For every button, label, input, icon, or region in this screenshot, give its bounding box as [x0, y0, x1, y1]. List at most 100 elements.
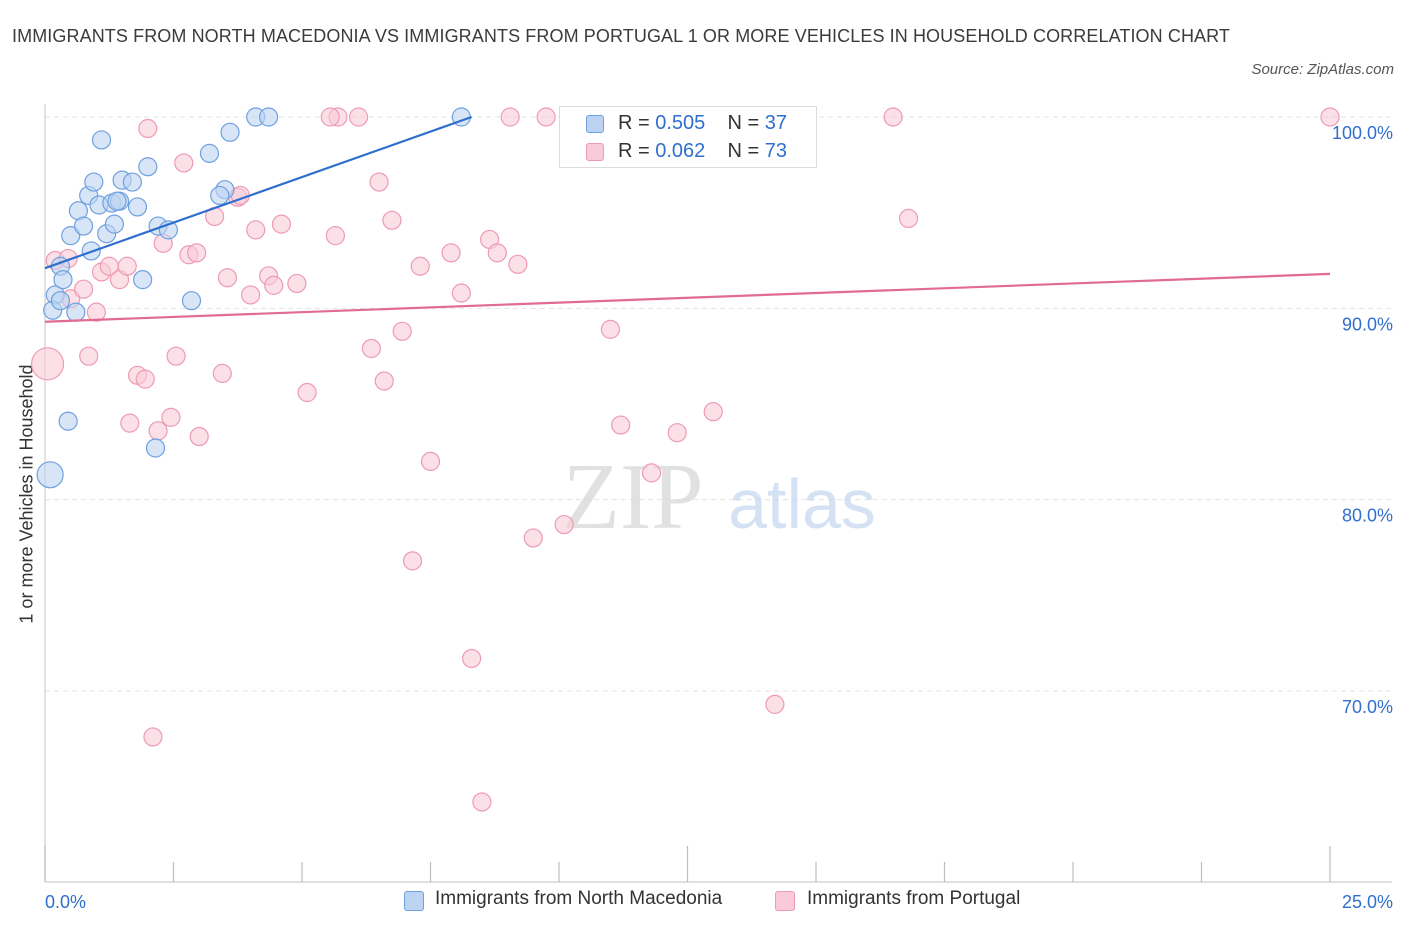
data-point — [392, 321, 412, 341]
data-point — [84, 172, 104, 192]
data-point — [143, 727, 163, 747]
data-point — [374, 371, 394, 391]
x-tick-label-min: 0.0% — [45, 892, 86, 912]
data-point — [883, 107, 903, 127]
y-tick-label: 70.0% — [1342, 697, 1393, 717]
y-tick-label: 80.0% — [1342, 506, 1393, 526]
data-point — [107, 191, 127, 211]
data-point — [217, 268, 238, 288]
trend-lines — [44, 115, 1331, 323]
r-value-portugal: 0.062 — [655, 140, 706, 162]
data-point — [73, 279, 94, 299]
data-point — [765, 694, 785, 714]
data-point — [348, 107, 369, 127]
data-point — [91, 130, 112, 150]
data-point — [271, 214, 292, 234]
data-point — [86, 302, 107, 322]
data-point — [174, 153, 194, 173]
data-point — [241, 285, 261, 305]
r-label: R = — [618, 112, 656, 134]
data-point — [58, 411, 78, 431]
data-point — [246, 220, 266, 240]
y-tick-labels: 100.0% 90.0% 80.0% 70.0% — [1332, 123, 1393, 717]
stats-legend: R = 0.505 N = 37 R = 0.062 N = 73 — [559, 106, 817, 168]
n-value-macedonia: 37 — [764, 112, 788, 134]
data-point — [703, 402, 723, 422]
n-label: N = — [727, 112, 765, 134]
data-point — [500, 107, 520, 127]
points-portugal — [30, 107, 1340, 812]
data-point — [600, 319, 621, 339]
data-point — [1320, 107, 1340, 127]
data-point — [402, 551, 423, 571]
data-point — [410, 256, 430, 276]
legend-swatch-portugal — [586, 143, 604, 161]
data-point — [53, 270, 73, 290]
data-point — [199, 143, 220, 163]
data-point — [166, 346, 186, 366]
data-point — [122, 172, 142, 192]
bottom-legend-label-portugal: Immigrants from Portugal — [807, 888, 1021, 909]
points-north-macedonia — [36, 107, 471, 489]
data-point — [487, 243, 507, 263]
data-point — [117, 256, 137, 276]
data-point — [148, 421, 168, 441]
data-point — [297, 382, 317, 403]
stats-legend-row-macedonia: R = 0.505 N = 37 — [560, 111, 818, 137]
data-point — [369, 172, 389, 192]
bottom-legend-label-macedonia: Immigrants from North Macedonia — [435, 888, 723, 909]
data-point — [320, 107, 340, 127]
data-point — [361, 338, 381, 359]
trend-line — [44, 115, 472, 270]
n-value-portugal: 73 — [764, 140, 788, 162]
data-point — [145, 438, 166, 458]
data-point — [61, 226, 81, 246]
watermark: ZIP atlas — [563, 445, 876, 549]
data-point — [420, 451, 441, 471]
data-point — [161, 407, 181, 427]
data-point — [79, 346, 99, 366]
data-point — [523, 528, 543, 548]
data-point — [898, 208, 919, 229]
chart-title: IMMIGRANTS FROM NORTH MACEDONIA VS IMMIG… — [12, 26, 1231, 46]
data-point — [641, 463, 662, 483]
axes — [44, 104, 1392, 883]
data-point — [135, 369, 155, 389]
data-point — [66, 302, 86, 322]
data-point — [50, 291, 71, 311]
data-point — [30, 347, 65, 381]
watermark-atlas: atlas — [728, 465, 876, 543]
data-point — [133, 270, 153, 290]
data-point — [73, 216, 94, 236]
watermark-zip: ZIP — [563, 445, 704, 549]
data-point — [508, 254, 528, 274]
data-point — [104, 214, 124, 234]
data-point — [554, 514, 574, 535]
n-label: N = — [727, 140, 765, 162]
data-point — [287, 273, 307, 294]
data-point — [258, 107, 279, 127]
data-point — [127, 197, 148, 217]
data-point — [138, 118, 158, 139]
data-point — [36, 461, 64, 489]
data-point — [212, 363, 232, 383]
legend-swatch-macedonia — [586, 115, 604, 133]
data-point — [181, 291, 202, 311]
bottom-legend-swatch-macedonia — [404, 891, 424, 911]
data-point — [138, 157, 158, 177]
r-value-macedonia: 0.505 — [655, 112, 706, 134]
x-tick-label-max: 25.0% — [1342, 892, 1393, 912]
data-point — [382, 210, 402, 230]
data-point — [462, 648, 482, 669]
data-point — [264, 275, 284, 295]
stats-legend-row-portugal: R = 0.062 N = 73 — [560, 139, 818, 165]
data-point — [611, 415, 631, 435]
data-point — [325, 226, 346, 246]
data-point — [189, 426, 209, 447]
data-point — [220, 122, 240, 142]
source-label: Source: ZipAtlas.com — [1251, 61, 1394, 78]
data-point — [472, 792, 492, 812]
y-tick-label: 100.0% — [1332, 123, 1393, 143]
data-point — [667, 423, 687, 443]
